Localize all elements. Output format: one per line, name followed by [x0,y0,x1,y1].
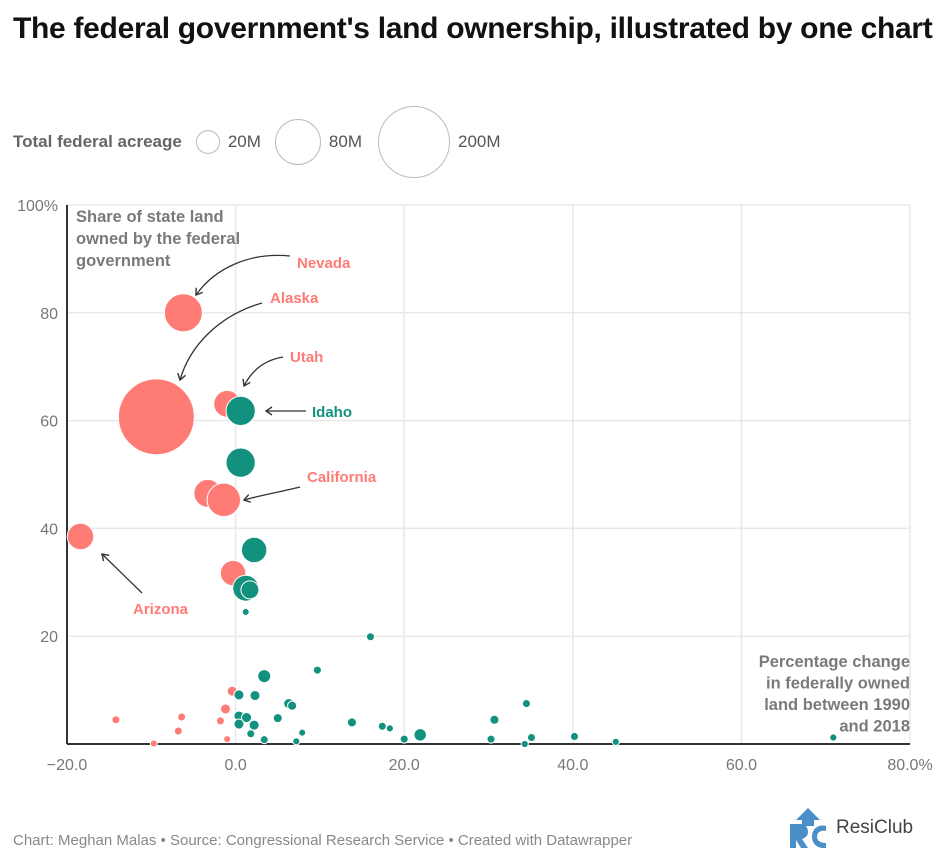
bubble [241,712,253,724]
bubble [233,718,245,730]
bubble [111,715,121,725]
x-axis-title: and 2018 [839,718,910,736]
bubble [385,724,394,733]
x-tick-label: −20.0 [47,757,88,774]
bubble-idaho [225,395,256,427]
bubble [521,699,531,709]
bubble [312,665,322,675]
legend-label: 80M [328,132,362,151]
x-axis-title: in federally owned [766,675,910,693]
annotation-alaska: Alaska [270,290,319,307]
utah-arrow [242,356,284,388]
resiclub-logo: ResiClub [786,806,913,850]
bubble [173,726,183,736]
bubble [249,689,261,702]
bubble [219,703,232,715]
y-axis-title: Share of state land [76,208,224,226]
y-tick-label: 20 [40,629,58,646]
bubble [520,739,529,749]
bubble [377,721,387,731]
california-arrow [242,486,301,503]
bubble [292,737,301,746]
bubble [486,734,496,744]
annotation-nevada: Nevada [297,255,351,272]
bubble [272,713,283,724]
x-tick-label: 0.0 [224,757,246,774]
annotation-utah: Utah [290,349,323,366]
bubble-alaska [117,378,195,456]
bubble [177,712,187,722]
y-axis-title: owned by the federal [76,230,240,248]
bubble [298,728,307,737]
bubble-california [206,482,241,518]
bubble [259,735,269,745]
bubble [413,728,427,742]
footer-credits: Chart: Meghan Malas • Source: Congressio… [13,832,633,849]
x-axis-title: Percentage change [759,653,910,671]
x-tick-label: 80.0% [887,757,932,774]
annotation-arizona: Arizona [133,601,189,618]
bubble [240,536,268,564]
resiclub-logo-mark [790,808,826,849]
y-tick-label: 100% [17,198,58,215]
annotation-california: California [307,469,377,486]
nevada-arrow [195,254,291,297]
logo-text: ResiClub [836,817,914,838]
y-axis-title: government [76,252,171,270]
bubble-nevada [163,293,203,333]
bubble [489,714,500,725]
bubble [611,737,620,746]
bubble [346,717,357,728]
legend-circle-200m [377,106,450,178]
y-tick-label: 60 [40,414,58,431]
bubble [287,700,298,711]
bubble [526,733,537,743]
bubble [225,447,256,478]
bubble [149,739,158,748]
bubble-chart: 100% 80 60 40 20 −20.0 0.0 20.0 40.0 60.0 80.0% Ne… [17,198,933,774]
bubble [248,719,260,731]
arizona-arrow [101,553,143,594]
bubble [246,729,256,739]
bubble-arizona [66,522,95,551]
x-axis-title: land between 1990 [764,696,910,714]
y-tick-label: 40 [40,521,58,538]
bubble [829,733,838,742]
bubble [233,689,245,701]
bubble [240,580,260,600]
x-tick-label: 20.0 [389,757,420,774]
bubble [365,632,376,642]
legend-label: 20M [227,132,261,151]
chart-title: The federal government's land ownership,… [13,12,933,45]
legend-label: 200M [457,132,501,151]
legend-circle-20m [195,130,220,154]
x-tick-label: 40.0 [557,757,588,774]
bubble [257,669,272,684]
alaska-arrow [177,302,263,382]
bubble [223,735,232,744]
legend-title: Total federal acreage [13,132,182,151]
size-legend: Total federal acreage 20M 80M 200M [13,104,515,180]
y-tick-label: 80 [40,306,58,323]
annotation-idaho: Idaho [312,404,352,421]
bubble [399,734,409,744]
bubble [569,731,580,741]
bubble [241,607,250,616]
legend-circle-80m [274,119,321,165]
x-tick-label: 60.0 [726,757,757,774]
bubble [215,716,225,726]
